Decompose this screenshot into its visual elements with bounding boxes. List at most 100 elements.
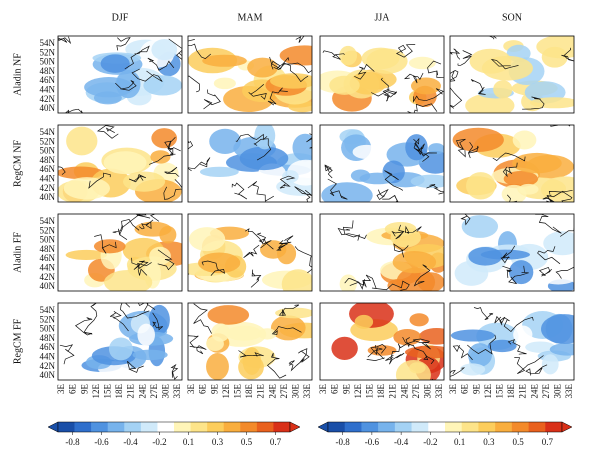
border-line	[382, 88, 397, 102]
border-line	[427, 60, 444, 79]
border-line	[384, 170, 404, 191]
border-line	[457, 50, 473, 66]
lon-tick-label: 18E	[376, 384, 386, 399]
lon-tick-label: 9E	[209, 384, 219, 395]
colorbar-segment	[58, 422, 75, 432]
lat-tick-label: 50N	[40, 146, 56, 156]
border-line	[269, 56, 285, 70]
anomaly-blob	[410, 174, 444, 188]
border-line	[508, 265, 529, 285]
border-line	[188, 140, 194, 150]
colorbar-segment	[361, 422, 379, 432]
map-panel	[450, 125, 574, 202]
colorbar-tick-label: 0.7	[542, 437, 554, 447]
map-panel	[320, 303, 444, 380]
lon-tick-label: 24E	[529, 384, 539, 399]
border-line	[450, 69, 459, 82]
border-line	[494, 315, 506, 326]
border-line	[138, 219, 154, 230]
panel-frame	[57, 213, 183, 292]
border-line	[324, 164, 333, 179]
border-line	[402, 336, 414, 348]
panel-frame	[187, 124, 313, 203]
colorbar-segment	[378, 422, 396, 432]
border-line	[126, 360, 144, 373]
lat-tick-label: 44N	[40, 262, 56, 272]
colorbar-segment	[157, 422, 175, 432]
anomaly-blob	[292, 133, 312, 162]
anomaly-blob	[543, 231, 574, 256]
anomaly-blob	[509, 260, 534, 285]
anomaly-blob	[203, 176, 249, 188]
lon-tick-label: 15E	[364, 384, 374, 399]
border-line	[188, 75, 200, 93]
lat-tick-label: 52N	[40, 47, 56, 57]
lat-tick-label: 54N	[40, 38, 56, 48]
border-line	[413, 88, 444, 103]
border-line	[189, 345, 207, 355]
border-line	[525, 364, 548, 376]
colorbar-segment	[107, 422, 125, 432]
border-line	[238, 350, 264, 358]
anomaly-blob	[484, 274, 514, 291]
border-line	[58, 164, 66, 175]
panel-frame	[57, 302, 183, 381]
lat-tick-label: 40N	[40, 370, 56, 380]
lat-tick-label: 46N	[40, 342, 56, 352]
border-line	[298, 348, 310, 363]
colorbar-tick-label: -0.6	[365, 437, 380, 447]
border-line	[546, 189, 573, 202]
lon-tick-label: 6E	[198, 384, 208, 395]
border-line	[522, 96, 545, 110]
lon-tick-label: 30E	[422, 384, 432, 399]
colorbar-end	[289, 421, 301, 433]
map-panel	[320, 125, 444, 202]
anomaly-blob	[151, 128, 178, 149]
border-line	[164, 166, 180, 177]
border-line	[128, 174, 147, 183]
anomaly-blob	[270, 315, 306, 341]
lat-tick-label: 46N	[40, 164, 56, 174]
border-line	[371, 77, 398, 97]
anomaly-blob	[452, 127, 504, 152]
lon-tick-label: 33E	[434, 384, 444, 399]
lon-tick-label: 12E	[483, 384, 493, 399]
lat-tick-label: 48N	[40, 333, 56, 343]
anomaly-blob	[339, 45, 358, 66]
lon-tick-label: 24E	[137, 384, 147, 399]
lon-tick-label: 21E	[126, 384, 136, 399]
panel-frame	[319, 35, 445, 114]
border-line	[88, 172, 111, 189]
border-line	[64, 108, 83, 113]
border-line	[124, 45, 150, 70]
border-line	[131, 257, 148, 276]
colorbar-segment	[207, 422, 225, 432]
lat-tick-label: 42N	[40, 361, 56, 371]
border-line	[560, 227, 574, 237]
lat-tick-label: 46N	[40, 253, 56, 263]
anomaly-blob	[536, 36, 574, 59]
lat-tick-label: 42N	[40, 94, 56, 104]
border-line	[306, 133, 312, 151]
anomaly-blob	[100, 54, 130, 73]
anomaly-blob	[354, 314, 374, 329]
border-line	[502, 265, 513, 278]
anomaly-blob	[331, 336, 358, 360]
lon-tick-label: 33E	[302, 384, 312, 399]
border-line	[58, 36, 72, 45]
column-title: MAM	[237, 12, 262, 23]
border-line	[507, 338, 527, 355]
anomaly-blob	[405, 345, 444, 359]
colorbar-tick-label: 0.5	[241, 437, 253, 447]
colorbar-segment	[394, 422, 412, 432]
colorbar-segment	[478, 422, 496, 432]
colorbar-segment	[511, 422, 529, 432]
lat-tick-label: 52N	[40, 225, 56, 235]
panel-frame	[187, 35, 313, 114]
lon-tick-label: 18E	[244, 384, 254, 399]
anomaly-blob	[459, 363, 486, 376]
anomaly-blob	[122, 171, 166, 192]
border-line	[450, 48, 461, 60]
border-line	[188, 39, 212, 60]
colorbar-tick-label: -0.8	[336, 437, 351, 447]
